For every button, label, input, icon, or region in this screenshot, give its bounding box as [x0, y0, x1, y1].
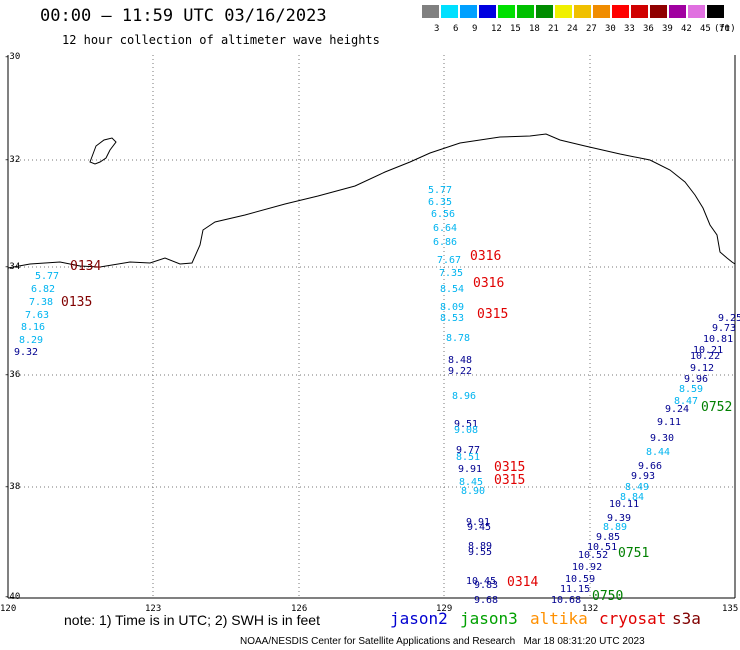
lon-label-123: 123 — [145, 604, 162, 614]
coastline — [7, 133, 736, 269]
scale-tick-label: 42 — [681, 24, 692, 34]
scale-tick-label: 3 — [434, 24, 440, 34]
lat-label-40: -40 — [4, 592, 21, 602]
lon-label-126: 126 — [291, 604, 308, 614]
scale-swatch — [555, 5, 572, 18]
lat-label-38: -38 — [4, 482, 21, 492]
scale-swatch — [422, 5, 439, 18]
southern-coastline — [7, 133, 736, 269]
lon-label-129: 129 — [436, 604, 453, 614]
map-frame — [7, 55, 736, 599]
scale-tick-label: 9 — [472, 24, 478, 34]
scale-tick-label: 30 — [605, 24, 616, 34]
scale-swatch — [688, 5, 705, 18]
scale-tick-label: 33 — [624, 24, 635, 34]
page-subtitle: 12 hour collection of altimeter wave hei… — [62, 33, 380, 47]
lat-label-32: -32 — [4, 155, 21, 165]
scale-tick-label: 21 — [548, 24, 559, 34]
scale-swatch — [574, 5, 591, 18]
scale-swatch — [631, 5, 648, 18]
scale-tick-label: 18 — [529, 24, 540, 34]
scale-swatch — [441, 5, 458, 18]
island-outline — [89, 137, 117, 165]
scale-swatch — [707, 5, 724, 18]
lon-label-135: 135 — [722, 604, 739, 614]
scale-swatch — [517, 5, 534, 18]
scale-tick-label: 27 — [586, 24, 597, 34]
satellite-legend-s3a: s3a — [672, 609, 701, 628]
scale-swatch — [460, 5, 477, 18]
footer-note: note: 1) Time is in UTC; 2) SWH is in fe… — [64, 612, 320, 628]
satellite-legend-jason3: jason3 — [460, 609, 518, 628]
scale-swatch — [498, 5, 515, 18]
graticule — [8, 55, 735, 598]
credit-line: NOAA/NESDIS Center for Satellite Applica… — [240, 636, 645, 647]
satellite-legend-altika: altika — [530, 609, 588, 628]
scale-tick-label: 6 — [453, 24, 459, 34]
scale-swatch — [650, 5, 667, 18]
wave-height-color-scale: 3 6 9 12 15 18 21 24 27 30 33 36 39 42 45 70 — [422, 5, 730, 37]
scale-tick-label: 15 — [510, 24, 521, 34]
satellite-legend-jason2: jason2 — [390, 609, 448, 628]
lon-label-132: 132 — [582, 604, 599, 614]
scale-tick-label: 36 — [643, 24, 654, 34]
scale-tick-label: 70 — [719, 24, 730, 34]
lat-label-34: -34 — [4, 262, 21, 272]
scale-swatch — [612, 5, 629, 18]
scale-swatch — [669, 5, 686, 18]
scale-tick-label: 12 — [491, 24, 502, 34]
scale-tick-label: 39 — [662, 24, 673, 34]
scale-swatch — [593, 5, 610, 18]
scale-unit-label: (ft) — [714, 24, 736, 34]
scale-swatch — [479, 5, 496, 18]
lat-label-36: -36 — [4, 370, 21, 380]
scale-tick-label: 45 — [700, 24, 711, 34]
lat-label-30: -30 — [4, 52, 21, 62]
lon-label-120: 120 — [0, 604, 17, 614]
scale-tick-label: 24 — [567, 24, 578, 34]
page-title: 00:00 – 11:59 UTC 03/16/2023 — [40, 6, 327, 26]
satellite-legend-cryosat: cryosat — [599, 609, 667, 628]
scale-swatch — [536, 5, 553, 18]
